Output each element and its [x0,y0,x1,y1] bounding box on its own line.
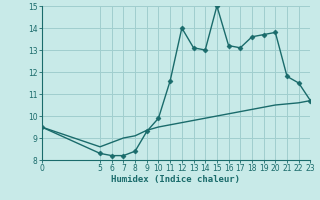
X-axis label: Humidex (Indice chaleur): Humidex (Indice chaleur) [111,175,241,184]
